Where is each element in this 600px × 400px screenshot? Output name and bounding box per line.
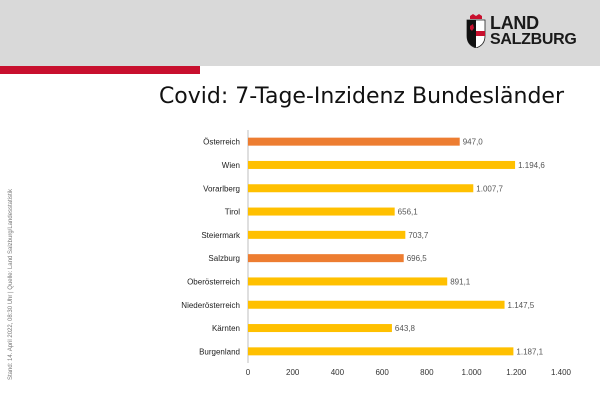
data-label: 947,0 [463,138,484,147]
logo-line1: LAND [490,13,539,33]
data-label: 891,1 [450,277,471,286]
x-tick-label: 400 [331,368,345,377]
category-label: Burgenland [199,347,240,356]
x-tick-label: 1.000 [462,368,483,377]
data-label: 1.147,5 [508,301,535,310]
bar-6 [248,277,448,286]
category-label: Niederösterreich [181,301,240,310]
data-label: 1.194,6 [518,161,545,170]
category-label: Kärnten [212,324,240,333]
category-label: Steiermark [201,231,241,240]
bar-7 [248,300,505,309]
x-tick-label: 200 [286,368,300,377]
bar-8 [248,324,392,333]
data-label: 703,7 [408,231,429,240]
bar-3 [248,207,395,216]
category-label: Tirol [225,208,240,217]
category-label: Vorarlberg [203,184,240,193]
bar-5 [248,254,404,263]
bar-9 [248,347,514,356]
category-label: Wien [222,161,240,170]
data-label: 1.187,1 [516,347,543,356]
header-accent-bar [0,66,200,74]
bar-1 [248,160,516,169]
chart-title: Covid: 7-Tage-Inzidenz Bundesländer [158,84,564,109]
bar-0 [248,137,460,146]
category-label: Oberösterreich [187,277,240,286]
data-label: 696,5 [407,254,428,263]
bar-2 [248,184,474,193]
x-tick-label: 1.200 [506,368,527,377]
category-label: Salzburg [208,254,240,263]
bar-4 [248,230,406,239]
data-label: 1.007,7 [476,184,503,193]
x-tick-label: 0 [246,368,251,377]
header-band [0,0,600,66]
salzburg-crest-icon [466,14,486,48]
logo-line2: SALZBURG [490,31,577,48]
data-label: 656,1 [398,208,419,217]
x-tick-label: 800 [420,368,434,377]
x-tick-label: 1.400 [551,368,572,377]
data-label: 643,8 [395,324,416,333]
land-salzburg-logo: LAND SALZBURG [466,14,577,50]
x-tick-label: 600 [375,368,389,377]
category-label: Österreich [203,138,240,147]
